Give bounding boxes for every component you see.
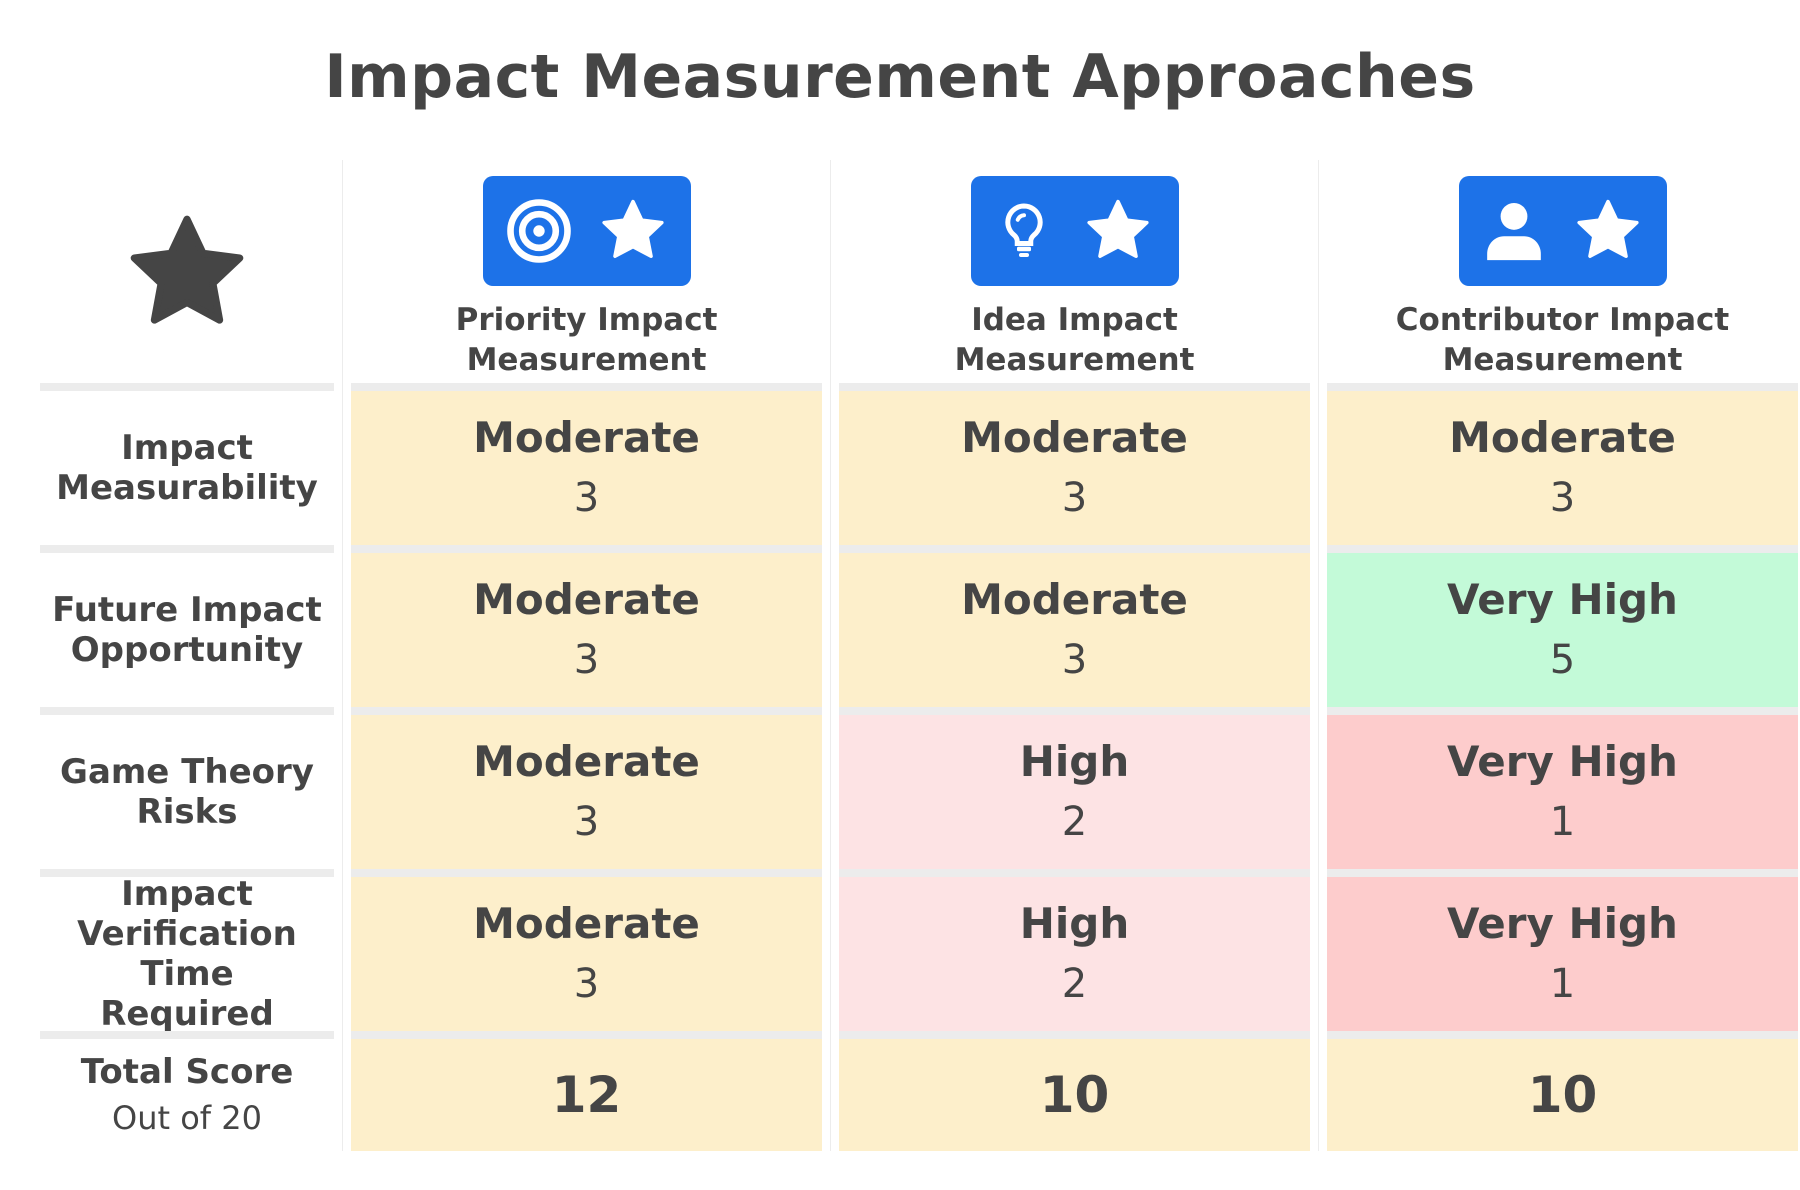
- corner-cell: [40, 160, 334, 383]
- column-name-line2: Measurement: [466, 342, 707, 378]
- idea-badge: [970, 176, 1179, 286]
- score-text: 3: [1061, 637, 1088, 683]
- table-cell: Moderate 3: [839, 545, 1310, 707]
- score-text: 2: [1061, 961, 1088, 1007]
- table-cell: Moderate 3: [351, 869, 822, 1031]
- comparison-table: Priority Impact Measurement Idea Impact …: [40, 160, 1798, 1155]
- total-value: 12: [551, 1066, 622, 1124]
- level-text: Moderate: [1449, 413, 1676, 462]
- lightbulb-icon: [1004, 203, 1043, 257]
- level-text: High: [1019, 737, 1130, 786]
- level-text: Very High: [1447, 575, 1678, 624]
- score-text: 3: [1549, 475, 1576, 521]
- priority-badge: [482, 176, 691, 286]
- table-cell: Moderate 3: [839, 383, 1310, 545]
- row-label-game-theory: Game Theory Risks: [40, 707, 334, 869]
- table-cell: High 2: [839, 707, 1310, 869]
- score-text: 3: [573, 475, 600, 521]
- level-text: Very High: [1447, 899, 1678, 948]
- row-label-line2: Measurability: [56, 468, 318, 508]
- row-label-future-opportunity: Future Impact Opportunity: [40, 545, 334, 707]
- score-text: 1: [1549, 799, 1576, 845]
- row-label-line2: Risks: [136, 792, 238, 832]
- star-icon: [130, 215, 244, 324]
- column-header-contributor: Contributor Impact Measurement: [1327, 160, 1798, 383]
- level-text: Moderate: [473, 575, 700, 624]
- score-text: 3: [573, 799, 600, 845]
- target-icon: [506, 199, 571, 263]
- table-cell: Moderate 3: [1327, 383, 1798, 545]
- total-value: 10: [1039, 1066, 1110, 1124]
- level-text: Moderate: [473, 737, 700, 786]
- column-name-line1: Contributor Impact: [1395, 302, 1730, 338]
- table-cell: High 2: [839, 869, 1310, 1031]
- row-label-measurability: Impact Measurability: [40, 383, 334, 545]
- column-name-line2: Measurement: [954, 342, 1195, 378]
- table-cell: Very High 5: [1327, 545, 1798, 707]
- total-sublabel: Out of 20: [112, 1099, 262, 1137]
- score-text: 1: [1549, 961, 1576, 1007]
- table-cell: Very High 1: [1327, 707, 1798, 869]
- score-text: 2: [1061, 799, 1088, 845]
- score-text: 5: [1549, 637, 1576, 683]
- column-name-line2: Measurement: [1442, 342, 1683, 378]
- score-text: 3: [573, 637, 600, 683]
- row-label-line1: Future Impact: [52, 590, 322, 630]
- star-icon: [1577, 199, 1639, 258]
- score-text: 3: [573, 961, 600, 1007]
- table-cell: Moderate 3: [351, 545, 822, 707]
- row-label-line2: Verification: [77, 914, 297, 954]
- star-icon: [1086, 199, 1149, 258]
- total-value: 10: [1527, 1066, 1598, 1124]
- total-cell: 10: [839, 1031, 1310, 1151]
- column-name-line1: Priority Impact: [455, 302, 718, 338]
- column-header-priority: Priority Impact Measurement: [351, 160, 822, 383]
- table-cell: Very High 1: [1327, 869, 1798, 1031]
- column-header-idea: Idea Impact Measurement: [839, 160, 1310, 383]
- level-text: High: [1019, 899, 1130, 948]
- score-text: 3: [1061, 475, 1088, 521]
- row-label-line1: Impact: [121, 874, 253, 914]
- total-cell: 12: [351, 1031, 822, 1151]
- column-name-line1: Idea Impact: [971, 302, 1178, 338]
- level-text: Moderate: [473, 899, 700, 948]
- contributor-badge: [1458, 176, 1667, 286]
- level-text: Moderate: [961, 413, 1188, 462]
- total-cell: 10: [1327, 1031, 1798, 1151]
- total-label: Total Score: [80, 1052, 294, 1092]
- row-label-verification-time: Impact Verification Time Required: [40, 869, 334, 1034]
- page-title: Impact Measurement Approaches: [324, 42, 1476, 112]
- user-icon: [1487, 203, 1541, 261]
- star-icon: [601, 199, 664, 258]
- table-cell: Moderate 3: [351, 707, 822, 869]
- level-text: Very High: [1447, 737, 1678, 786]
- level-text: Moderate: [473, 413, 700, 462]
- table-cell: Moderate 3: [351, 383, 822, 545]
- level-text: Moderate: [961, 575, 1188, 624]
- row-label-total: Total Score Out of 20: [40, 1031, 334, 1151]
- row-label-line1: Impact: [121, 428, 253, 468]
- row-label-line1: Game Theory: [60, 752, 314, 792]
- row-label-line2: Opportunity: [70, 630, 304, 670]
- row-label-line3: Time Required: [100, 954, 274, 1034]
